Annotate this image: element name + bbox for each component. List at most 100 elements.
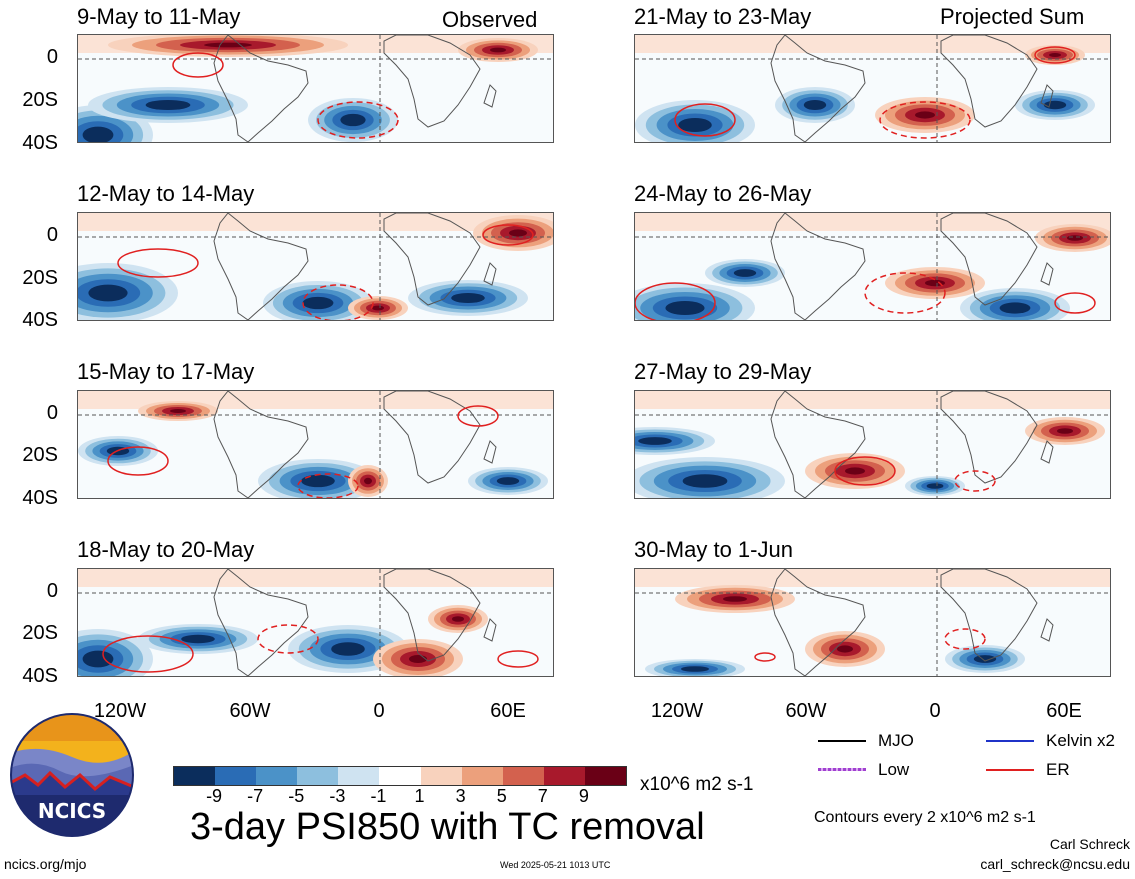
- negative-anomaly: [496, 477, 520, 485]
- er-contour: [457, 405, 499, 427]
- colorbar-level-label: -3: [329, 786, 346, 806]
- colorbar-swatch: [379, 767, 422, 785]
- legend-label-kelvin: Kelvin x2: [1046, 731, 1115, 750]
- y-tick: 40S: [22, 487, 58, 509]
- negative-anomaly: [803, 99, 827, 111]
- south-america-coast: [213, 391, 309, 498]
- africa-coast: [383, 569, 481, 662]
- negative-anomaly: [973, 655, 997, 663]
- colorbar-swatch: [256, 767, 299, 785]
- er-contour: [754, 652, 776, 662]
- madagascar-coast: [1040, 440, 1054, 464]
- positive-anomaly: [170, 409, 186, 413]
- negative-anomaly: [302, 296, 334, 310]
- low-line-swatch: [818, 768, 866, 771]
- colorbar-swatch: [502, 767, 545, 785]
- map-panel-right-2: [634, 212, 1111, 321]
- negative-anomaly: [682, 474, 728, 488]
- colorbar-level-label: 1: [414, 786, 425, 806]
- x-tick: 60E: [1046, 700, 1082, 722]
- positive-anomaly: [409, 655, 427, 663]
- colorbar-level-label: 9: [578, 786, 589, 806]
- negative-anomaly: [88, 284, 128, 302]
- negative-anomaly: [82, 126, 114, 142]
- main-title: 3-day PSI850 with TC removal: [190, 806, 705, 848]
- er-contour: [944, 628, 986, 650]
- negative-anomaly: [638, 437, 672, 445]
- colorbar-level-label: -7: [247, 786, 264, 806]
- er-contour: [317, 101, 399, 139]
- map-band: [635, 35, 1110, 53]
- map-panel-right-1: [634, 34, 1111, 143]
- colorbar-level-label: -5: [288, 786, 305, 806]
- right-panel-title-3: 27-May to 29-May: [634, 359, 812, 384]
- africa-coast: [940, 391, 1038, 484]
- colorbar-swatch: [174, 767, 217, 785]
- positive-anomaly: [372, 305, 384, 311]
- left-panel-title-1: 9-May to 11-May: [77, 4, 241, 29]
- madagascar-coast: [483, 84, 497, 108]
- negative-anomaly: [926, 483, 944, 489]
- colorbar-swatch: [461, 767, 504, 785]
- colorbar-level-label: 3: [455, 786, 466, 806]
- negative-anomaly: [681, 666, 709, 672]
- er-contour: [674, 103, 736, 137]
- er-contour: [107, 446, 169, 476]
- colorbar-swatch: [584, 767, 627, 785]
- south-america-coast: [770, 391, 866, 498]
- er-line-swatch: [986, 769, 1034, 771]
- y-tick: 0: [46, 402, 58, 424]
- x-tick: 120W: [93, 700, 147, 722]
- er-contour: [834, 456, 896, 486]
- author: Carl Schreck: [1049, 836, 1130, 852]
- south-america-coast: [213, 213, 309, 320]
- y-tick: 0: [46, 224, 58, 246]
- y-tick: 40S: [22, 309, 58, 331]
- er-contour: [497, 650, 539, 668]
- er-contour: [302, 284, 374, 320]
- negative-anomaly: [678, 118, 712, 132]
- positive-anomaly: [1067, 235, 1083, 241]
- positive-anomaly: [837, 645, 853, 653]
- positive-anomaly: [845, 467, 865, 475]
- negative-anomaly: [82, 650, 114, 668]
- positive-anomaly: [452, 616, 464, 622]
- map-panel-left-4: [77, 568, 554, 677]
- x-tick: 0: [929, 700, 941, 722]
- colorbar-swatch: [215, 767, 258, 785]
- right-panel-title-4: 30-May to 1-Jun: [634, 537, 793, 562]
- x-tick: 60W: [229, 700, 271, 722]
- negative-anomaly: [331, 642, 365, 656]
- author-email: carl_schreck@ncsu.edu: [980, 856, 1130, 872]
- positive-anomaly: [915, 111, 935, 119]
- kelvin-line-swatch: [986, 740, 1034, 742]
- map-band: [635, 569, 1110, 587]
- positive-anomaly: [509, 229, 527, 237]
- colorbar-level-label: -1: [370, 786, 387, 806]
- africa-coast: [383, 391, 481, 484]
- madagascar-coast: [483, 440, 497, 464]
- positive-anomaly: [1049, 53, 1061, 57]
- er-contour: [635, 282, 716, 320]
- africa-coast: [940, 35, 1038, 128]
- madagascar-coast: [1040, 618, 1054, 642]
- y-tick: 0: [46, 580, 58, 602]
- africa-coast: [383, 35, 481, 128]
- er-contour: [864, 272, 946, 314]
- er-contour: [102, 635, 194, 673]
- colorbar-swatch: [420, 767, 463, 785]
- south-america-coast: [770, 569, 866, 676]
- er-contour: [954, 470, 996, 492]
- legend-label-low: Low: [878, 760, 910, 779]
- map-panel-right-4: [634, 568, 1111, 677]
- observed-label: Observed: [442, 7, 538, 32]
- x-tick: 0: [373, 700, 385, 722]
- madagascar-coast: [1040, 84, 1054, 108]
- y-tick: 40S: [22, 132, 58, 154]
- y-tick: 20S: [22, 622, 58, 644]
- colorbar-level-label: -9: [206, 786, 223, 806]
- contour-note: Contours every 2 x10^6 m2 s-1: [814, 809, 1036, 826]
- er-contour: [257, 624, 319, 654]
- negative-anomaly: [733, 269, 757, 277]
- colorbar-swatch: [297, 767, 340, 785]
